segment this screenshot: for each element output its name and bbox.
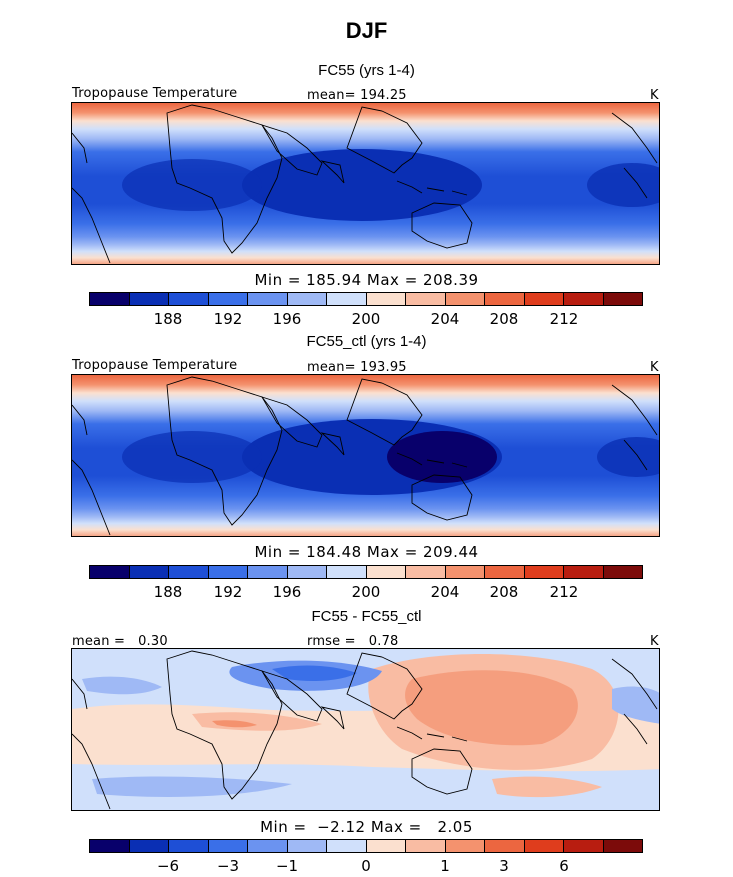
panel-2-map-field <box>72 375 659 536</box>
colorbar-box-7 <box>327 840 367 852</box>
colorbar-box-4 <box>208 566 248 578</box>
colorbar-box-5 <box>248 840 288 852</box>
panel-2-tick-3: 196 <box>272 583 302 601</box>
colorbar-box-10 <box>445 293 485 305</box>
panel-3-tick-4: 0 <box>361 857 371 875</box>
colorbar-box-13 <box>564 293 604 305</box>
colorbar-box-3 <box>169 840 209 852</box>
colorbar-box-4 <box>208 840 248 852</box>
panel-1-tick-7: 212 <box>549 310 579 328</box>
colorbar-box-3 <box>169 566 209 578</box>
panel-2-colorbar <box>89 565 643 579</box>
panel-3-units-label: K <box>650 634 659 649</box>
colorbar-box-5 <box>248 293 288 305</box>
panel-2-units-label: K <box>650 360 659 375</box>
panel-2-tick-1: 188 <box>153 583 183 601</box>
panel-1-minmax: Min = 185.94 Max = 208.39 <box>254 271 479 289</box>
figure-title: DJF <box>345 18 388 43</box>
panel-1-title: FC55 (yrs 1-4) <box>318 62 415 79</box>
panel-3-rmse-label: rmse = 0.78 <box>307 634 399 649</box>
panel-3-tick-1: −6 <box>156 857 180 875</box>
panel-2-title: FC55_ctl (yrs 1-4) <box>306 333 427 350</box>
panel-2-minmax: Min = 184.48 Max = 209.44 <box>254 543 479 561</box>
colorbar-box-12 <box>524 566 564 578</box>
colorbar-box-10 <box>445 840 485 852</box>
panel-3-tick-5: 1 <box>440 857 450 875</box>
panel-2-tick-4: 200 <box>351 583 381 601</box>
colorbar-box-7 <box>327 566 367 578</box>
colorbar-box-7 <box>327 293 367 305</box>
panel-2-tick-2: 192 <box>213 583 243 601</box>
colorbar-box-9 <box>406 840 446 852</box>
colorbar-box-8 <box>366 566 406 578</box>
colorbar-box-13 <box>564 566 604 578</box>
panel-1-tick-4: 200 <box>351 310 381 328</box>
panel-1-tick-6: 208 <box>489 310 519 328</box>
colorbar-box-2 <box>129 566 169 578</box>
colorbar-box-13 <box>564 840 604 852</box>
panel-3-title: FC55 - FC55_ctl <box>311 608 422 625</box>
colorbar-box-3 <box>169 293 209 305</box>
panel-1-map-field <box>72 103 659 264</box>
panel-1-tick-2: 192 <box>213 310 243 328</box>
colorbar-box-1 <box>90 840 130 852</box>
colorbar-box-11 <box>485 840 525 852</box>
colorbar-box-5 <box>248 566 288 578</box>
panel-1-units-label: K <box>650 88 659 103</box>
colorbar-box-12 <box>524 840 564 852</box>
panel-3-map-field <box>72 649 659 810</box>
colorbar-box-11 <box>485 293 525 305</box>
colorbar-box-14 <box>603 293 642 305</box>
panel-1-variable-label: Tropopause Temperature <box>72 86 238 101</box>
panel-2-tick-6: 208 <box>489 583 519 601</box>
colorbar-box-6 <box>287 566 327 578</box>
colorbar-box-10 <box>445 566 485 578</box>
colorbar-box-1 <box>90 566 130 578</box>
panel-3-map <box>71 648 660 811</box>
colorbar-box-9 <box>406 293 446 305</box>
panel-2-tick-7: 212 <box>549 583 579 601</box>
colorbar-box-6 <box>287 293 327 305</box>
panel-2-map <box>71 374 660 537</box>
colorbar-box-12 <box>524 293 564 305</box>
panel-3-tick-2: −3 <box>216 857 240 875</box>
panel-1-tick-5: 204 <box>430 310 460 328</box>
panel-3-tick-6: 3 <box>499 857 509 875</box>
panel-3-minmax: Min = −2.12 Max = 2.05 <box>260 818 473 836</box>
panel-3-tick-3: −1 <box>275 857 299 875</box>
panel-2-mean-label: mean= 193.95 <box>307 360 407 375</box>
panel-1-tick-3: 196 <box>272 310 302 328</box>
colorbar-box-8 <box>366 293 406 305</box>
colorbar-box-4 <box>208 293 248 305</box>
colorbar-box-2 <box>129 293 169 305</box>
colorbar-box-14 <box>603 840 642 852</box>
colorbar-box-1 <box>90 293 130 305</box>
colorbar-box-14 <box>603 566 642 578</box>
colorbar-box-9 <box>406 566 446 578</box>
panel-1-tick-1: 188 <box>153 310 183 328</box>
panel-3-colorbar <box>89 839 643 853</box>
panel-2-tick-5: 204 <box>430 583 460 601</box>
colorbar-box-6 <box>287 840 327 852</box>
colorbar-box-2 <box>129 840 169 852</box>
panel-2-variable-label: Tropopause Temperature <box>72 358 238 373</box>
panel-3-mean-label: mean = 0.30 <box>72 634 168 649</box>
panel-1-colorbar <box>89 292 643 306</box>
panel-1-map <box>71 102 660 265</box>
panel-1-mean-label: mean= 194.25 <box>307 88 407 103</box>
colorbar-box-11 <box>485 566 525 578</box>
colorbar-box-8 <box>366 840 406 852</box>
panel-3-tick-7: 6 <box>559 857 569 875</box>
